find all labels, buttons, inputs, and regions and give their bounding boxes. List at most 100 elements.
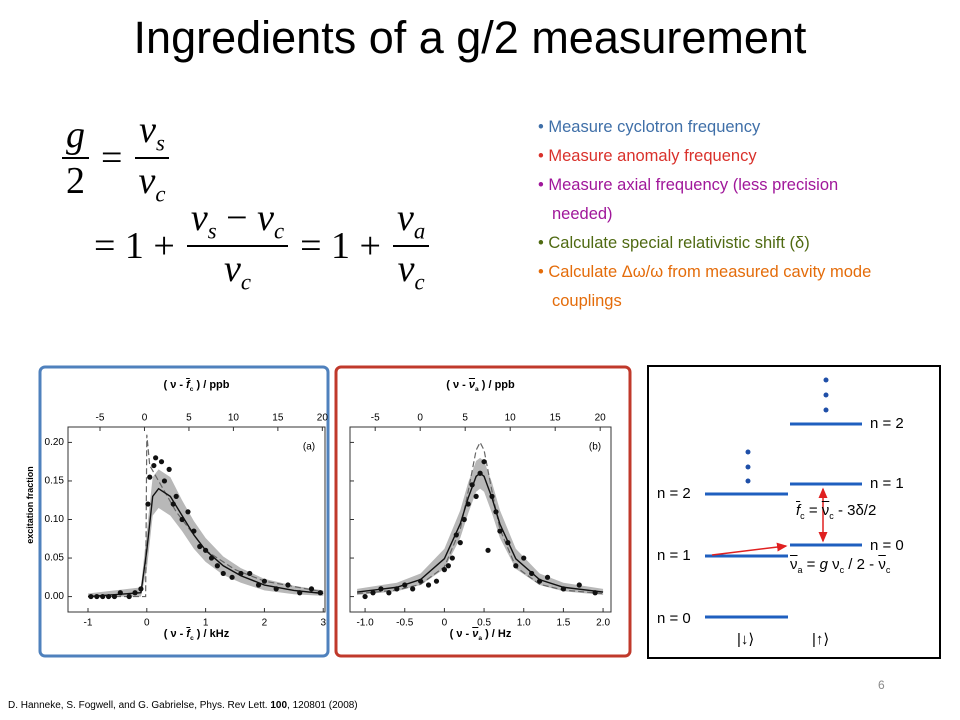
diagram-frame bbox=[647, 365, 941, 659]
top-tick-label: -5 bbox=[371, 413, 380, 424]
dashed-curve bbox=[87, 434, 324, 598]
data-point bbox=[297, 590, 303, 596]
y-tick-label: 0.20 bbox=[45, 437, 65, 448]
energy-diagram bbox=[647, 365, 941, 659]
bullet-list: Measure cyclotron frequencyMeasure anoma… bbox=[538, 113, 883, 316]
top-tick-label: 5 bbox=[462, 413, 468, 424]
panel-frame bbox=[38, 365, 330, 658]
data-point bbox=[394, 586, 400, 592]
y-tick-label: 0.10 bbox=[45, 514, 65, 525]
data-point bbox=[158, 459, 165, 465]
data-point bbox=[465, 501, 471, 507]
data-point bbox=[410, 586, 416, 592]
data-point bbox=[493, 509, 499, 515]
data-point bbox=[170, 501, 176, 507]
arrow bbox=[711, 542, 788, 556]
top-tick-label: 20 bbox=[595, 413, 607, 424]
x-tick-label: 2.0 bbox=[596, 618, 610, 629]
data-point bbox=[386, 590, 392, 596]
x-axis-label: ( ν - νa ) / Hz bbox=[449, 628, 512, 643]
y-tick-label: 0.15 bbox=[45, 476, 65, 487]
data-point bbox=[317, 590, 323, 596]
top-tick-label: -5 bbox=[96, 413, 105, 424]
data-point bbox=[473, 493, 479, 499]
y-tick-label: 0.05 bbox=[45, 553, 65, 564]
data-point bbox=[247, 570, 253, 577]
data-point bbox=[255, 582, 262, 588]
data-point bbox=[229, 574, 235, 580]
data-point bbox=[441, 567, 448, 573]
x-tick-label: 0.5 bbox=[477, 618, 491, 629]
data-point bbox=[485, 547, 491, 553]
title: Ingredients of a g/2 measurement bbox=[133, 12, 807, 63]
plot: -1 0 1 2 3 -5 0 5 10 15 20 0.00 0.05 0.10 0.15 0.20 (a) bbox=[38, 365, 330, 658]
data-point bbox=[151, 462, 157, 469]
data-point bbox=[214, 563, 220, 569]
page-number: 6 bbox=[878, 678, 885, 692]
data-point bbox=[497, 528, 503, 534]
data-point bbox=[220, 570, 226, 577]
plot: -1.0 -0.5 0 0.5 1.0 1.5 2.0 -5 0 5 10 15 20 (b) bbox=[334, 365, 632, 658]
data-point bbox=[100, 593, 106, 600]
data-point bbox=[94, 593, 100, 600]
data-point bbox=[469, 482, 475, 488]
top-tick-label: 5 bbox=[186, 413, 192, 424]
data-point bbox=[308, 586, 315, 592]
data-point bbox=[161, 478, 168, 484]
data-point bbox=[105, 593, 112, 600]
data-point bbox=[362, 593, 368, 600]
bullet: Measure cyclotron frequency bbox=[548, 113, 883, 142]
data-point bbox=[261, 578, 268, 584]
top-tick-label: 0 bbox=[417, 413, 423, 424]
data-point bbox=[147, 474, 153, 480]
data-point bbox=[191, 528, 197, 534]
fc-equation: fc = νc - 3δ/2 bbox=[796, 502, 877, 521]
dots bbox=[745, 377, 829, 484]
confidence-band bbox=[87, 469, 324, 597]
levels bbox=[705, 422, 862, 619]
data-point bbox=[576, 582, 582, 588]
data-point bbox=[145, 501, 151, 507]
data-point bbox=[481, 459, 487, 465]
level-label: n = 2 bbox=[870, 415, 904, 432]
data-point bbox=[132, 590, 138, 596]
top-tick-label: 15 bbox=[550, 413, 562, 424]
data-point bbox=[197, 543, 203, 550]
top-tick-label: 20 bbox=[317, 413, 329, 424]
ket: |↓⟩ bbox=[737, 631, 755, 648]
nua-equation: νa = g νc / 2 - νc bbox=[790, 556, 891, 575]
data-point bbox=[273, 586, 279, 592]
level-label: n = 1 bbox=[657, 547, 691, 564]
top-tick-label: 10 bbox=[505, 413, 517, 424]
data-point bbox=[457, 540, 463, 546]
data-point bbox=[370, 590, 376, 596]
data-point bbox=[505, 540, 511, 546]
data-point bbox=[203, 547, 209, 553]
data-point bbox=[402, 582, 408, 588]
panel-tag: (b) bbox=[589, 442, 601, 453]
x-tick-label: -1.0 bbox=[356, 618, 374, 629]
data-point bbox=[185, 509, 191, 515]
data-point bbox=[513, 563, 519, 569]
level-label: n = 2 bbox=[657, 485, 691, 502]
ket: |↑⟩ bbox=[812, 631, 830, 648]
data-point bbox=[489, 493, 495, 499]
level-label: n = 0 bbox=[657, 610, 691, 627]
data-point bbox=[537, 578, 543, 584]
data-point bbox=[453, 532, 459, 538]
top-tick-label: 0 bbox=[142, 413, 148, 424]
level-label: n = 1 bbox=[870, 475, 904, 492]
x-tick-label: 1.5 bbox=[556, 618, 570, 629]
data-point bbox=[544, 574, 551, 580]
confidence-band bbox=[357, 457, 604, 596]
top-axis-label: ( ν - fc ) / ppb bbox=[163, 379, 230, 394]
data-point bbox=[592, 590, 598, 596]
data-point bbox=[88, 593, 94, 600]
data-point bbox=[117, 590, 123, 596]
data-point bbox=[449, 555, 455, 561]
y-tick-label: 0.00 bbox=[45, 591, 65, 602]
data-point bbox=[425, 582, 432, 588]
panel-frame bbox=[334, 365, 632, 658]
dashed-curve bbox=[357, 441, 604, 595]
